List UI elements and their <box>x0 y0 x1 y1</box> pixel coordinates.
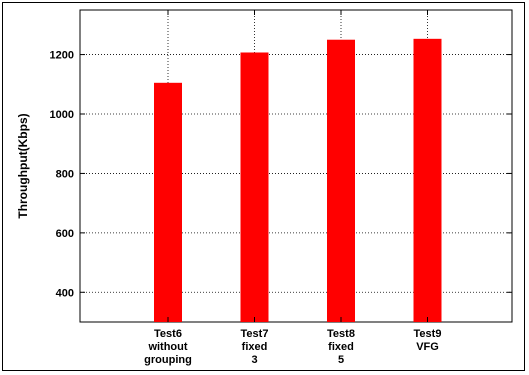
bar <box>413 38 442 323</box>
x-category-label: Test8 <box>327 328 355 340</box>
y-tick-label: 800 <box>56 168 74 180</box>
x-axis-labels: Test6withoutgroupingTest7fixed3Test8fixe… <box>144 10 441 366</box>
y-tick-label: 600 <box>56 228 74 240</box>
x-category-label: Test6 <box>154 328 182 340</box>
bar <box>240 52 269 323</box>
x-category-label: 3 <box>251 354 257 366</box>
bar <box>154 82 182 322</box>
y-axis-ticks: 400 600 800 1000 1200 <box>50 50 512 299</box>
y-tick-label: 1000 <box>50 109 74 121</box>
y-tick-label: 400 <box>56 287 74 299</box>
x-category-label: grouping <box>144 354 192 366</box>
bar <box>327 39 355 322</box>
x-category-label: VFG <box>416 341 439 353</box>
plot-area <box>79 9 513 323</box>
x-category-label: fixed <box>242 341 268 353</box>
bar-layer <box>154 38 442 323</box>
x-category-label: Test9 <box>414 328 442 340</box>
y-tick-label: 1200 <box>50 50 74 62</box>
x-category-label: fixed <box>328 341 354 353</box>
grid-layer <box>80 10 512 322</box>
x-category-label: 5 <box>338 354 344 366</box>
x-category-label: without <box>147 341 187 353</box>
x-category-label: Test7 <box>241 328 269 340</box>
y-axis-title: Throughput(Kbps) <box>16 113 30 218</box>
